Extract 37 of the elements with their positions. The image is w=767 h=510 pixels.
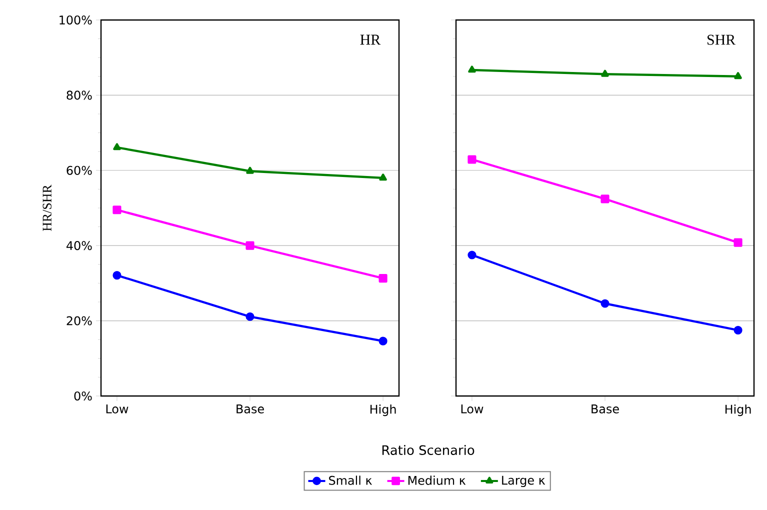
- x-tick-label: Base: [592, 404, 619, 414]
- point: [246, 166, 254, 174]
- y-axis-title: HR/SHR: [42, 184, 52, 231]
- legend-label: Small κ: [329, 476, 372, 485]
- point: [601, 70, 609, 77]
- point: [468, 250, 476, 260]
- y-tick-label: 0%: [74, 391, 92, 401]
- legend-label: Large κ: [502, 476, 546, 488]
- x-tick-label: Low: [461, 404, 484, 414]
- point: [734, 72, 742, 80]
- point: [600, 194, 610, 204]
- point: [378, 336, 388, 346]
- text: SHR: [708, 34, 736, 45]
- point: [734, 238, 742, 247]
- text: HR: [360, 34, 381, 45]
- x-axis-title: Ratio Scenario: [382, 444, 474, 455]
- x-tick-label: High: [725, 404, 751, 416]
- point: [468, 155, 476, 164]
- point: [113, 143, 121, 150]
- point: [468, 66, 476, 73]
- point: [246, 241, 254, 250]
- y-tick-label: 100%: [60, 15, 92, 25]
- point: [600, 299, 610, 308]
- point: [112, 206, 122, 214]
- x-tick-label: Base: [236, 404, 264, 414]
- point: [734, 326, 742, 334]
- x-tick-label: High: [370, 404, 396, 416]
- y-tick-label: 80%: [66, 90, 92, 100]
- y-tick-label: 20%: [66, 316, 92, 326]
- point: [378, 274, 388, 283]
- point: [112, 271, 122, 280]
- legend-label: Medium κ: [408, 476, 466, 485]
- y-tick-label: 40%: [66, 241, 92, 250]
- point: [379, 174, 387, 181]
- y-tick-label: 60%: [66, 166, 92, 175]
- x-tick-label: Low: [106, 404, 128, 414]
- point: [246, 312, 254, 321]
